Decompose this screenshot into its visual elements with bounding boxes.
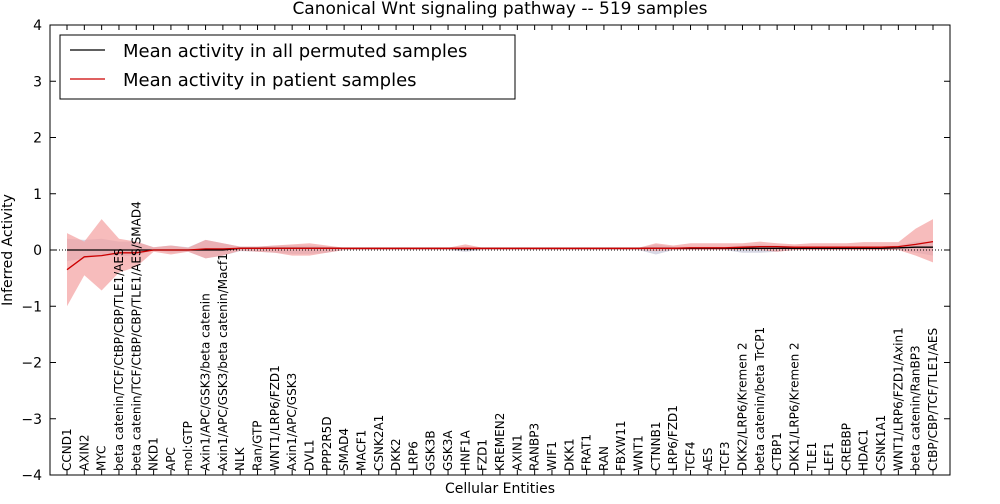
x-axis-ticks: CCND1 AXIN2 MYC beta catenin/TCF/CtBP/CBP/T… [60, 25, 940, 475]
legend-label-permuted: Mean activity in all permuted samples [123, 41, 467, 62]
y-tick-label: −4 [21, 468, 42, 484]
y-tick-label: 0 [33, 243, 42, 259]
x-tick-label: WNT1/LRP6/FZD1/Axin1 [891, 327, 905, 471]
chart-title: Canonical Wnt signaling pathway -- 519 s… [292, 0, 707, 19]
x-tick-label: beta catenin/TCF/CtBP/CBP/TLE1/AES/SMAD4 [129, 201, 143, 471]
x-tick-label: FRAT1 [580, 434, 594, 471]
x-tick-label: KREMEN2 [493, 413, 507, 471]
y-tick-label: 3 [33, 74, 42, 90]
x-tick-label: NLK [233, 446, 247, 471]
y-axis-ticks: −4 −3 −2 −1 0 1 2 3 4 [21, 18, 950, 484]
x-tick-label: RANBP3 [528, 423, 542, 471]
x-tick-label: WNT1 [632, 435, 646, 471]
y-tick-label: 2 [33, 131, 42, 147]
x-tick-label: CSNK1A1 [874, 415, 888, 471]
x-tick-label: MYC [95, 446, 109, 471]
x-tick-label: Axin1/APC/GSK3/beta catenin [199, 293, 213, 471]
x-tick-label: DKK2 [389, 438, 403, 471]
x-tick-label: LEF1 [822, 442, 836, 471]
line-series-1 [66, 240, 934, 271]
x-tick-label: TLE1 [805, 442, 819, 472]
x-tick-label: RAN [597, 446, 611, 471]
x-tick-label: NKD1 [147, 437, 161, 471]
legend: Mean activity in all permuted samples Me… [59, 34, 516, 100]
x-tick-label: HDAC1 [857, 429, 871, 471]
y-tick-label: −2 [21, 356, 42, 372]
y-tick-label: −1 [21, 299, 42, 315]
x-tick-label: beta catenin/beta TrCP1 [753, 327, 767, 471]
series-lines [66, 240, 934, 271]
x-tick-label: PPP2R5D [320, 416, 334, 471]
uncertainty-bands [67, 219, 933, 307]
x-tick-label: GSK3A [441, 430, 455, 471]
x-tick-label: TCF3 [718, 441, 732, 472]
x-tick-label: CtBP/CBP/TCF/TLE1/AES [926, 328, 940, 471]
x-tick-label: TCF4 [684, 441, 698, 472]
y-axis-label: Inferred Activity [0, 194, 16, 306]
x-tick-label: FBXW11 [614, 421, 628, 472]
x-tick-label: DKK1 [562, 438, 576, 471]
x-tick-label: HNF1A [458, 429, 472, 471]
legend-label-patient: Mean activity in patient samples [123, 70, 417, 91]
x-tick-label: APC [164, 447, 178, 471]
x-tick-label: CSNK2A1 [372, 415, 386, 471]
x-tick-label: GSK3B [424, 430, 438, 471]
x-tick-label: mol:GTP [181, 421, 195, 471]
x-tick-label: LRP6/FZD1 [666, 405, 680, 471]
x-tick-label: DKK2/LRP6/Kremen 2 [736, 342, 750, 471]
x-tick-label: beta catenin/TCF/CtBP/CBP/TLE1/AES [112, 248, 126, 471]
x-tick-label: Ran/GTP [251, 420, 265, 471]
x-tick-label: AES [701, 448, 715, 471]
x-tick-label: SMAD4 [337, 428, 351, 471]
x-tick-label: WNT1/LRP6/FZD1 [268, 365, 282, 471]
x-tick-label: DKK1/LRP6/Kremen 2 [787, 342, 801, 471]
plot-frame [49, 24, 951, 476]
y-tick-label: 1 [33, 187, 42, 203]
x-tick-label: Axin1/APC/GSK3/beta catenin/Macf1 [216, 253, 230, 471]
legend-box [59, 34, 516, 100]
x-tick-label: Axin1/APC/GSK3 [285, 373, 299, 471]
x-tick-label: AXIN2 [77, 434, 91, 471]
x-tick-label: FZD1 [476, 439, 490, 471]
y-tick-label: −3 [21, 412, 42, 428]
x-tick-label: CTBP1 [770, 432, 784, 471]
x-tick-label: DVL1 [303, 439, 317, 471]
x-tick-label: CREBBP [839, 423, 853, 471]
x-tick-label: LRP6 [406, 441, 420, 471]
x-tick-label: WIF1 [545, 441, 559, 471]
band-series-1 [67, 219, 933, 307]
y-tick-label: 4 [33, 18, 42, 34]
x-tick-label: CTNNB1 [649, 421, 663, 471]
x-tick-label: CCND1 [60, 428, 74, 471]
x-axis-label: Cellular Entities [445, 481, 555, 497]
x-tick-label: beta catenin/RanBP3 [909, 345, 923, 471]
x-tick-label: AXIN1 [510, 434, 524, 471]
x-tick-label: MACF1 [354, 430, 368, 471]
